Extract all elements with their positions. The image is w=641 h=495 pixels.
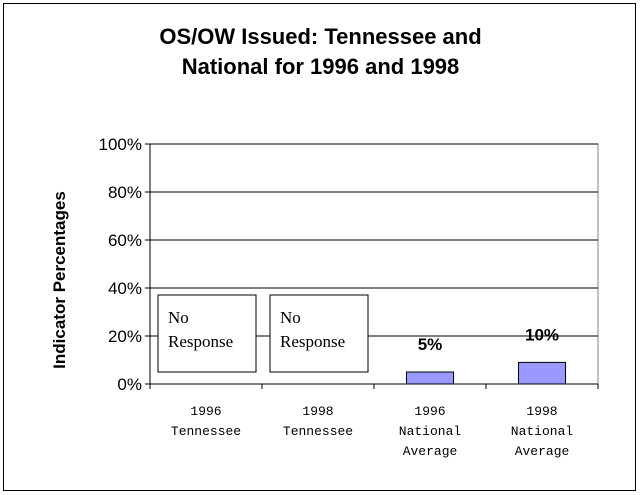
annotation-text: Response [280,332,345,351]
y-tick-label: 20% [108,327,142,346]
y-tick-label: 80% [108,183,142,202]
data-label: 5% [418,335,443,354]
annotation-text: No [168,308,189,327]
y-tick-label: 0% [117,375,142,394]
bar [405,371,455,385]
y-tick-label: 40% [108,279,142,298]
x-tick-label: 1998 [526,404,557,419]
chart-title: OS/OW Issued: Tennessee and National for… [0,22,641,82]
y-tick-label: 100% [99,135,142,154]
x-tick-label: 1996 [190,404,221,419]
x-tick-label: Tennessee [283,424,353,439]
x-tick-label: 1998 [302,404,333,419]
x-tick-label: National [399,424,462,439]
chart-frame [3,3,636,491]
x-tick-label: Tennessee [171,424,241,439]
data-label: 10% [525,325,559,344]
chart-title-line-1: OS/OW Issued: Tennessee and [159,24,482,49]
x-tick-label: National [511,424,574,439]
chart-title-line-2: National for 1996 and 1998 [181,54,460,79]
bar [517,361,567,385]
y-tick-label: 60% [108,231,142,250]
x-tick-label: 1996 [414,404,445,419]
annotation-box [157,294,257,373]
x-tick-label: Average [515,444,570,459]
annotation-text: Response [168,332,233,351]
annotation-box [269,294,369,373]
annotation-text: No [280,308,301,327]
x-tick-label: Average [403,444,458,459]
